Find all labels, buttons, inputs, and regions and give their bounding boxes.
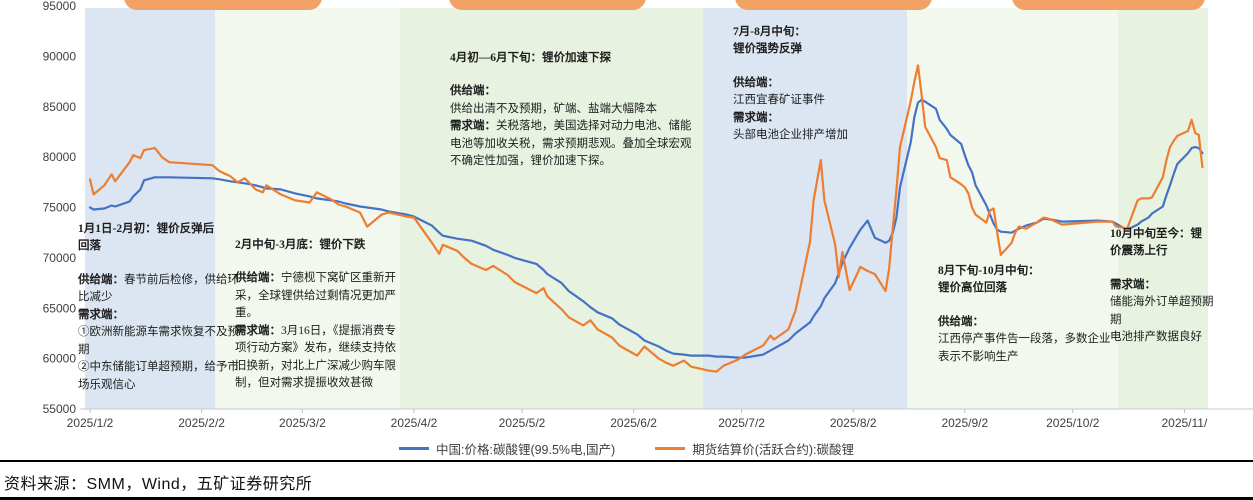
y-tick-label: 55000 bbox=[43, 402, 77, 416]
bottom-border bbox=[0, 497, 1253, 500]
phase-pill bbox=[449, 0, 646, 10]
x-tick-label: 2025/10/2 bbox=[1046, 416, 1100, 430]
x-tick-label: 2025/5/2 bbox=[499, 416, 546, 430]
phase-annotation: 2月中旬-3月底：锂价下跌供给端：宁德枧下窝矿区重新开采，全球锂供给过剩情况更加… bbox=[235, 237, 407, 393]
annotation-paragraph: 储能海外订单超预期 bbox=[1110, 296, 1214, 309]
annotation-paragraph: 需求端： bbox=[1110, 278, 1156, 291]
annotation-paragraph: 需求端： bbox=[78, 308, 124, 321]
annotation-title: 2月中旬-3月底：锂价下跌 bbox=[235, 239, 366, 251]
y-tick-label: 70000 bbox=[43, 251, 77, 265]
plot-svg: 95000 90000 85000 80000 75000 70000 65000 60000… bbox=[43, 0, 1253, 430]
phase-pill bbox=[735, 0, 932, 10]
annotation-paragraph: ①欧洲新能源车需求恢复不及预期 bbox=[78, 326, 239, 356]
futures-series-label: 期货结算价(活跃合约):碳酸锂 bbox=[692, 442, 854, 457]
y-tick-label: 65000 bbox=[43, 301, 77, 315]
x-tick-label: 2025/8/2 bbox=[830, 416, 877, 430]
annotation-paragraph: 供给端：春节前后检修，供给环比减少 bbox=[78, 273, 239, 304]
annotation-title: 1月1日-2月初：锂价反弹后 回落 bbox=[78, 223, 215, 253]
chart-legend: 中国:价格:碳酸锂(99.5%电,国产) 期货结算价(活跃合约):碳酸锂 bbox=[0, 438, 1253, 458]
source-text: 资料来源：SMM，Wind，五矿证券研究所 bbox=[4, 476, 313, 493]
phase-annotation: 10月中旬至今：锂 价震荡上行需求端： 储能海外订单超预期期电池排产数据良好 bbox=[1110, 226, 1248, 347]
x-tick-label: 2025/9/2 bbox=[941, 416, 988, 430]
annotation-paragraph: 供给出清不及预期，矿端、盐端大幅降本 bbox=[450, 102, 657, 115]
futures-price-line bbox=[88, 64, 1204, 373]
y-tick-label: 60000 bbox=[43, 352, 77, 366]
legend-item-futures: 期货结算价(活跃合约):碳酸锂 bbox=[655, 439, 854, 458]
annotation-paragraph: 需求端： bbox=[733, 111, 779, 124]
annotation-paragraph: 江西停产事件告一段落，多数企业表示不影响生产 bbox=[938, 333, 1111, 363]
phase-annotation: 7月-8月中旬： 锂价强势反弹供给端： 江西宜春矿证事件 需求端： 头部电池企业排产增加 bbox=[733, 24, 898, 145]
annotation-title: 4月初—6月下旬：锂价加速下探 bbox=[450, 52, 611, 64]
annotation-paragraph: 期 bbox=[1110, 313, 1122, 326]
y-tick-label: 75000 bbox=[43, 201, 77, 215]
annotation-title: 7月-8月中旬： 锂价强势反弹 bbox=[733, 26, 806, 56]
x-tick-label: 2025/3/2 bbox=[279, 416, 326, 430]
annotation-title: 8月下旬-10月中旬： 锂价高位回落 bbox=[938, 265, 1040, 295]
x-tick-label: 2025/4/2 bbox=[391, 416, 438, 430]
annotation-title: 10月中旬至今：锂 价震荡上行 bbox=[1110, 228, 1202, 258]
annotation-paragraph: 电池排产数据良好 bbox=[1110, 331, 1202, 344]
y-tick-label: 90000 bbox=[43, 49, 77, 63]
y-tick-label: 80000 bbox=[43, 150, 77, 164]
spot-series-label: 中国:价格:碳酸锂(99.5%电,国产) bbox=[436, 442, 616, 457]
annotation-paragraph: 供给端： bbox=[938, 315, 984, 328]
phase-band bbox=[400, 8, 703, 409]
x-tick-label: 2025/1/2 bbox=[67, 416, 114, 430]
phase-pill bbox=[1012, 0, 1205, 10]
futures-line-swatch bbox=[655, 446, 686, 450]
annotation-paragraph: 头部电池企业排产增加 bbox=[733, 129, 848, 142]
lithium-price-chart: 95000 90000 85000 80000 75000 70000 65000 60000… bbox=[0, 0, 1253, 458]
annotation-paragraph: ②中东储能订单超预期，给予市场乐观信心 bbox=[78, 361, 239, 391]
phase-annotation: 8月下旬-10月中旬： 锂价高位回落供给端： 江西停产事件告一段落，多数企业表示不影… bbox=[938, 263, 1120, 366]
x-tick-label: 2025/6/2 bbox=[610, 416, 657, 430]
divider-rule bbox=[0, 460, 1253, 462]
legend-item-spot: 中国:价格:碳酸锂(99.5%电,国产) bbox=[399, 439, 615, 458]
x-tick-label: 2025/11/ bbox=[1161, 416, 1207, 430]
x-tick-label: 2025/2/2 bbox=[178, 416, 225, 430]
annotation-paragraph: 供给端：宁德枧下窝矿区重新开采，全球锂供给过剩情况更加严重。 bbox=[235, 272, 396, 320]
annotation-paragraph: 供给端： bbox=[450, 85, 496, 98]
annotation-paragraph: 需求端：3月16日，《提振消费专项行动方案》发布，继续支持依旧换新，对北上广深减… bbox=[235, 324, 396, 390]
annotation-paragraph: 需求端：关税落地，美国选择对动力电池、储能电池等加收关税，需求预期悲观。叠加全球… bbox=[450, 120, 692, 168]
phase-band bbox=[1118, 8, 1208, 409]
y-tick-label: 85000 bbox=[43, 100, 77, 114]
phase-annotation: 1月1日-2月初：锂价反弹后 回落 供给端：春节前后检修，供给环比减少需求端： ①欧洲… bbox=[78, 221, 242, 394]
phase-band bbox=[907, 8, 1118, 409]
phase-pill bbox=[124, 0, 322, 10]
phase-annotation: 4月初—6月下旬：锂价加速下探 供给端： 供给出清不及预期，矿端、盐端大幅降本需求端… bbox=[450, 50, 692, 171]
y-tick-label: 95000 bbox=[43, 0, 77, 13]
x-tick-label: 2025/7/2 bbox=[718, 416, 765, 430]
spot-line-swatch bbox=[399, 446, 429, 450]
annotation-paragraph: 供给端： bbox=[733, 76, 779, 89]
phase-band bbox=[703, 8, 907, 409]
annotation-paragraph: 江西宜春矿证事件 bbox=[733, 94, 825, 107]
source-row: 资料来源：SMM，Wind，五矿证券研究所 bbox=[0, 466, 1253, 498]
